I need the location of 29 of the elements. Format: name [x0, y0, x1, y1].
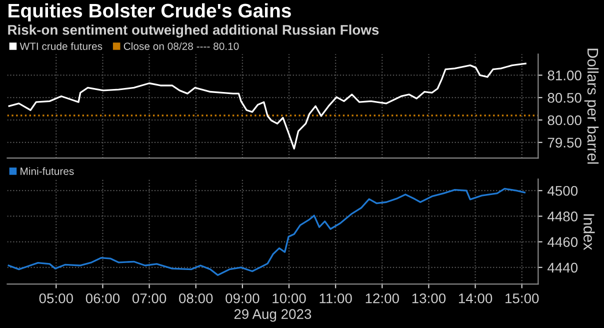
y-tick-label: 4500	[548, 186, 578, 196]
x-tick-label: 06:00	[86, 293, 120, 304]
chart-subtitle: Risk-on sentiment outweighed additional Russian Flows	[8, 24, 379, 38]
y-tick-label: 80.00	[548, 115, 582, 126]
x-tick-label: 15:00	[506, 293, 539, 304]
line-series	[8, 62, 526, 150]
x-tick-label: 11:00	[320, 293, 352, 304]
y-tick-label: 4480	[548, 212, 578, 222]
x-tick-label: 07:00	[132, 293, 166, 304]
x-tick-label: 14:00	[458, 293, 492, 304]
y-tick-label: 80.50	[548, 92, 582, 103]
x-tick-label: 08:00	[179, 293, 213, 304]
x-tick-label: 10:00	[272, 293, 306, 304]
y-tick-label: 79.50	[548, 138, 582, 148]
y-axis-title: Dollars per barrel	[584, 48, 599, 164]
x-tick-label: 12:00	[366, 293, 399, 304]
x-tick-label: 13:00	[412, 293, 446, 304]
x-tick-label: 05:00	[39, 293, 73, 304]
y-tick-label: 4440	[548, 262, 578, 273]
y-tick-label: 4460	[548, 237, 578, 247]
line-series	[8, 188, 526, 276]
x-axis-title: 29 Aug 2023	[234, 309, 312, 322]
chart-title: Equities Bolster Crude's Gains	[8, 3, 291, 22]
legend-label: Close on 08/28 ---- 80.10	[124, 42, 239, 50]
legend-label: WTI crude futures	[20, 42, 102, 50]
y-tick-label: 81.00	[548, 70, 582, 80]
x-tick-label: 09:00	[226, 293, 260, 304]
legend-label: Mini-futures	[20, 167, 74, 175]
y-axis-title: Index	[584, 214, 595, 250]
